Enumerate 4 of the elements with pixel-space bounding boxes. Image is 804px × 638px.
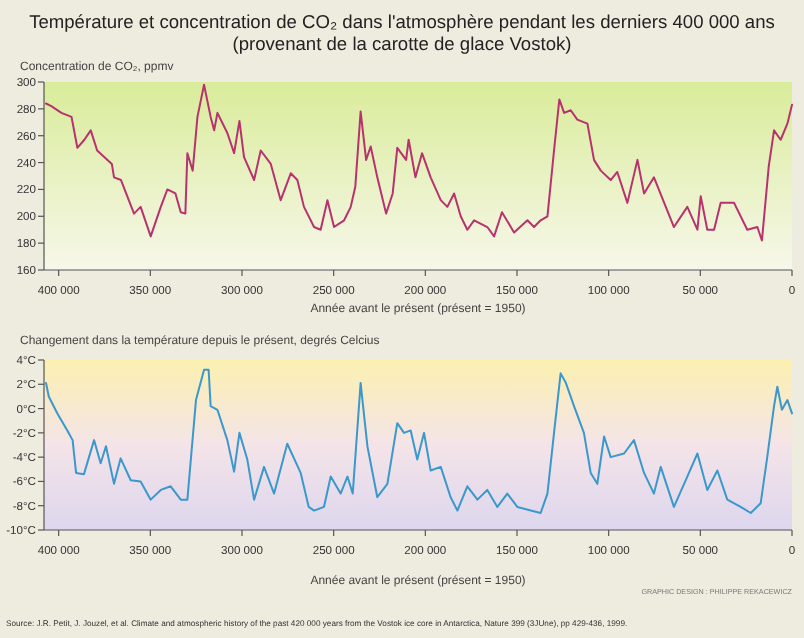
chart-subtitle: (provenant de la carotte de glace Vostok) (232, 34, 572, 54)
line-series (45, 83, 793, 242)
line-series (45, 368, 793, 514)
chart-title: Température et concentration de CO₂ dans l'atmosphère pendant les derniers 400 000 ans (29, 12, 776, 32)
